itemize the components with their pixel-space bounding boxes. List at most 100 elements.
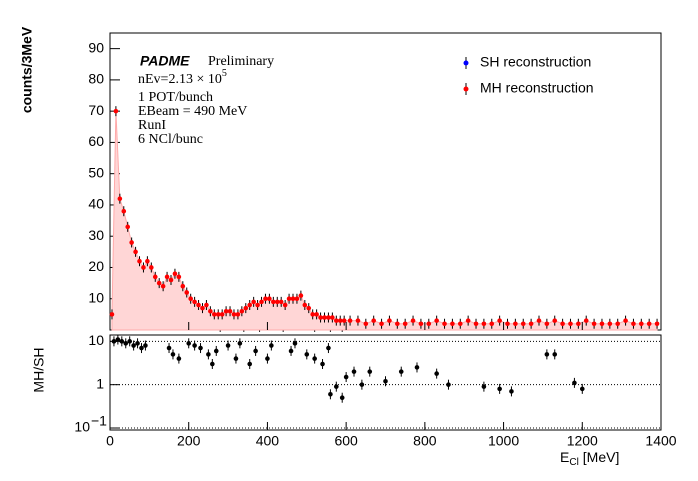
marker (139, 345, 144, 351)
marker (465, 318, 471, 323)
marker (253, 348, 258, 354)
y-tick-label: 80 (88, 71, 104, 87)
marker (552, 352, 558, 357)
y-tick-exp: −1 (91, 413, 107, 429)
marker (383, 378, 388, 384)
marker (509, 389, 514, 394)
marker (237, 341, 243, 346)
y-tick-label: 10 (88, 289, 104, 305)
y-tick-label: 30 (88, 227, 104, 243)
marker (288, 348, 294, 354)
marker (318, 315, 323, 320)
marker (326, 315, 331, 320)
marker (210, 361, 215, 367)
marker (599, 321, 605, 327)
marker (337, 318, 343, 323)
y-tick-label: 10 (88, 332, 104, 348)
marker (560, 321, 565, 327)
y-tick-label: 50 (88, 164, 104, 180)
marker (215, 312, 221, 317)
marker (235, 312, 241, 317)
marker (591, 321, 597, 327)
marker (137, 258, 142, 264)
marker (298, 293, 304, 298)
nev: nEv=2.13 × 10 (138, 72, 222, 87)
marker (418, 321, 424, 327)
legend-label: MH reconstruction (480, 80, 594, 96)
marker (330, 315, 335, 320)
x-tick-label: 800 (413, 433, 437, 449)
marker (334, 318, 339, 323)
marker (255, 302, 260, 308)
marker (544, 352, 550, 357)
marker (225, 343, 231, 348)
marker (172, 271, 178, 277)
marker (186, 341, 192, 346)
marker (579, 386, 585, 392)
marker (149, 265, 154, 270)
marker (176, 356, 182, 361)
x-tick-label: 200 (177, 433, 201, 449)
marker (450, 321, 455, 327)
annotation: 6 NCl/bunc (138, 132, 203, 147)
marker (631, 321, 636, 327)
marker (204, 302, 209, 308)
annotation: RunI (138, 118, 166, 133)
legend-marker (463, 60, 469, 66)
marker (314, 312, 319, 317)
x-tick-label: 1000 (488, 433, 519, 449)
marker (208, 308, 213, 314)
y-tick-label: 10 (74, 419, 90, 435)
marker (434, 371, 439, 376)
marker (520, 321, 526, 327)
marker (271, 299, 276, 305)
marker (615, 321, 621, 327)
marker (343, 374, 349, 380)
marker (176, 274, 182, 280)
marker (259, 299, 264, 305)
marker (170, 352, 176, 357)
marker (166, 345, 172, 351)
y-tick-label: 1 (96, 375, 104, 391)
x-label-sub: Cl (569, 457, 578, 468)
x-label-unit: [MeV] (583, 449, 620, 465)
marker (247, 361, 253, 367)
marker (497, 386, 502, 392)
marker (387, 318, 392, 323)
legend-label: SH reconstruction (480, 54, 591, 70)
marker (395, 321, 400, 327)
marker (265, 356, 270, 361)
marker (192, 343, 197, 348)
x-tick-label: 0 (106, 433, 114, 449)
marker (646, 321, 652, 327)
marker (536, 318, 542, 323)
marker (320, 361, 325, 367)
marker (282, 302, 288, 308)
y-tick-label: 90 (88, 39, 104, 55)
x-tick-label: 400 (256, 433, 280, 449)
marker (552, 318, 558, 323)
marker (113, 108, 119, 114)
marker (398, 369, 404, 374)
marker (211, 312, 217, 317)
marker (168, 277, 174, 283)
marker (457, 321, 463, 327)
marker (513, 321, 518, 327)
marker (326, 345, 331, 351)
marker (339, 395, 345, 401)
annotation: EBeam = 490 MeV (138, 104, 247, 119)
marker (109, 312, 115, 317)
marker (367, 369, 373, 374)
legend-marker (463, 86, 469, 92)
marker (528, 321, 534, 327)
marker (623, 318, 628, 323)
y-tick-label: 70 (88, 102, 104, 118)
marker (223, 308, 229, 314)
marker (192, 299, 197, 305)
marker (286, 296, 292, 302)
marker (231, 312, 237, 317)
marker (402, 321, 408, 327)
marker (267, 296, 272, 302)
marker (233, 356, 239, 361)
marker (117, 196, 123, 201)
